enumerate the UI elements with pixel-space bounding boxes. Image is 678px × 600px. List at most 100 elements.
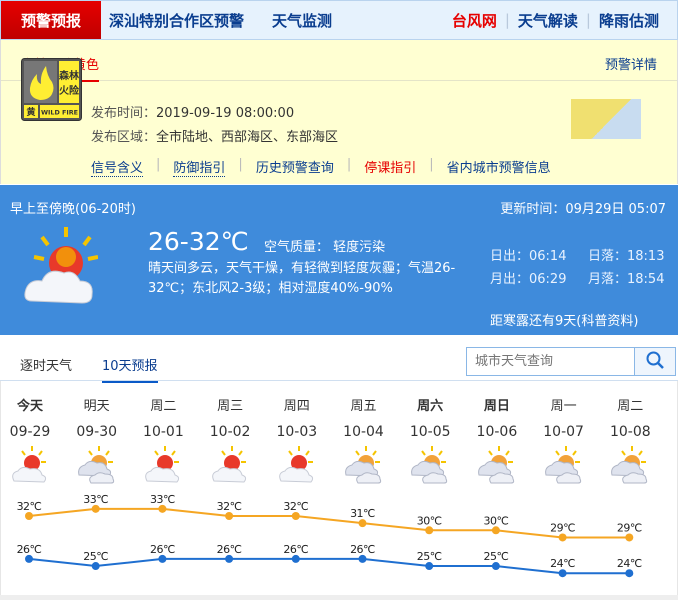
- separator: |: [429, 157, 434, 172]
- cloudy-icon: [411, 446, 448, 484]
- sunny-cloudy-icon: [145, 446, 180, 483]
- search-button[interactable]: [634, 348, 675, 375]
- low-temp-label: 26℃: [217, 543, 242, 556]
- sunny-cloudy-icon: [24, 227, 98, 304]
- cloudy-icon: [478, 446, 515, 484]
- high-temp-point: [558, 533, 567, 542]
- warning-link[interactable]: 历史预警查询: [255, 161, 334, 176]
- sign-text: 火险: [59, 84, 80, 97]
- forecast-tabs: 逐时天气 10天预报: [0, 345, 678, 383]
- warning-detail-link[interactable]: 预警详情: [604, 58, 657, 73]
- temperature-chart: 32℃ 33℃ 33℃ 32℃ 32℃ 31℃ 30℃ 30℃ 29℃ 29℃ 26℃ 25℃ 26℃ 2…: [17, 493, 642, 578]
- date: 10-03: [276, 424, 318, 440]
- sunrise: 日出：06:14: [490, 249, 567, 264]
- tab-hourly[interactable]: 逐时天气: [20, 359, 73, 374]
- nav-tab-warning-forecast[interactable]: 预警预报: [1, 1, 101, 39]
- forecast-day: 周六 10-05: [400, 395, 460, 440]
- high-temp-label: 32℃: [283, 500, 308, 513]
- date: 10-08: [609, 424, 651, 440]
- low-temp-point: [25, 554, 33, 563]
- weekday: 周一: [550, 399, 577, 414]
- label: 空气质量：: [264, 240, 330, 255]
- city-search-input[interactable]: [467, 348, 634, 375]
- issue-area: 发布区域：全市陆地、西部海区、东部海区: [91, 126, 338, 145]
- temperature-range: 26-32℃: [148, 227, 249, 256]
- forecast-day: 周五 10-04: [334, 395, 394, 440]
- nav-link[interactable]: 台风网: [451, 11, 497, 30]
- forecast-day: 周日 10-06: [467, 395, 527, 440]
- nav-link[interactable]: 降雨估测: [598, 11, 659, 30]
- weekday: 今天: [16, 399, 43, 414]
- low-temp-line: [28, 557, 630, 575]
- high-temp-label: 29℃: [550, 521, 575, 534]
- separator: |: [585, 11, 591, 29]
- bottom-bar: [0, 595, 678, 600]
- warning-link[interactable]: 省内城市预警信息: [446, 161, 551, 176]
- warning-link[interactable]: 停课指引: [364, 161, 417, 176]
- nav-tab-monitor[interactable]: 天气监测: [272, 11, 333, 30]
- low-temp-point: [425, 562, 434, 571]
- solar-term-link[interactable]: 距寒露还有9天(科普资料): [490, 314, 639, 329]
- high-temp-point: [491, 526, 500, 535]
- tab-10day[interactable]: 10天预报: [102, 355, 158, 383]
- moonset: 月落：18:54: [588, 272, 665, 287]
- low-temp-label: 26℃: [150, 543, 175, 556]
- value: 全市陆地、西部海区、东部海区: [156, 130, 339, 145]
- high-temp-point: [225, 512, 234, 520]
- warning-map-thumbnail[interactable]: [571, 99, 641, 139]
- cloudy-icon: [77, 446, 114, 484]
- high-temp-label: 32℃: [17, 500, 42, 513]
- moonrise: 月出：06:29: [490, 272, 567, 287]
- warning-links: 信号含义 | 防御指引 | 历史预警查询 | 停课指引 | 省内城市预警信息: [91, 157, 551, 177]
- warning-link[interactable]: 信号含义: [91, 157, 144, 177]
- high-temp-label: 30℃: [483, 514, 508, 527]
- update-time: 更新时间：09月29日 05:07: [500, 202, 666, 217]
- high-temp-point: [158, 504, 167, 513]
- current-weather-panel: 早上至傍晚(06-20时) 更新时间：09月29日 05:07 26-32℃ 空…: [0, 185, 678, 335]
- high-temp-point: [425, 526, 434, 535]
- forecast-day: 周四 10-03: [267, 395, 327, 440]
- low-temp-point: [491, 562, 500, 571]
- high-temp-label: 32℃: [217, 500, 242, 513]
- high-temp-label: 33℃: [150, 493, 175, 506]
- date: 10-01: [143, 424, 184, 440]
- forecast-day: 周二 10-08: [600, 395, 660, 440]
- label: 发布时间：: [91, 106, 157, 121]
- forecast-day: 周二 10-01: [133, 395, 193, 440]
- nav-tab-shenshan[interactable]: 深汕特别合作区预警: [109, 11, 245, 30]
- high-temp-label: 33℃: [83, 493, 108, 506]
- date: 10-04: [343, 424, 384, 440]
- issue-time: 发布时间：2019-09-19 08:00:00: [91, 102, 294, 121]
- value: 轻度污染: [333, 240, 386, 255]
- cloudy-icon: [544, 446, 581, 484]
- weekday: 周日: [483, 399, 510, 414]
- separator: |: [346, 157, 352, 172]
- low-temp-point: [625, 569, 634, 578]
- high-temp-label: 30℃: [417, 514, 442, 527]
- forest-fire-warning-icon: 森林 火险 黄 WILD FIRE: [21, 58, 82, 121]
- high-temp-point: [291, 512, 300, 520]
- low-temp-label: 24℃: [550, 557, 575, 570]
- date: 10-02: [209, 424, 251, 440]
- weekday: 周二: [617, 399, 644, 414]
- air-quality: 空气质量： 轻度污染: [264, 236, 385, 255]
- weekday: 周六: [417, 399, 444, 414]
- nav-link[interactable]: 天气解读: [517, 11, 578, 30]
- low-temp-point: [291, 554, 300, 563]
- period: 早上至傍晚(06-20时): [10, 202, 136, 217]
- separator: |: [156, 157, 161, 172]
- low-temp-label: 24℃: [617, 557, 642, 570]
- forecast-day: 周三 10-02: [200, 395, 260, 440]
- warning-link[interactable]: 防御指引: [173, 157, 226, 177]
- weekday: 周三: [217, 399, 244, 414]
- forecast-day: 今天 09-29: [0, 395, 60, 440]
- low-temp-label: 26℃: [350, 543, 375, 556]
- separator: |: [238, 157, 243, 172]
- search-icon: [646, 351, 664, 369]
- low-temp-point: [558, 569, 567, 578]
- flame-icon: [29, 66, 54, 100]
- high-temp-point: [91, 504, 100, 513]
- weekday: 周四: [283, 399, 310, 414]
- date: 09-30: [76, 424, 118, 440]
- low-temp-label: 25℃: [83, 550, 108, 563]
